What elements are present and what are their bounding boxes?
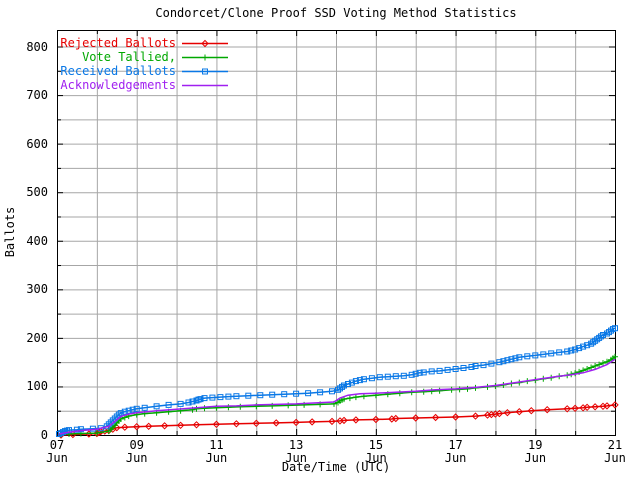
x-axis-label: Date/Time (UTC) — [281, 460, 391, 474]
x-tick-label: 13 Jun — [285, 438, 307, 465]
y-tick-label: 0 — [40, 428, 48, 442]
x-tick-label: 21 Jun — [604, 438, 626, 465]
x-tick-label: 17 Jun — [444, 438, 467, 465]
legend-label-2: Received Ballots — [60, 64, 176, 78]
y-tick-label: 700 — [26, 88, 48, 103]
y-tick-label: 800 — [26, 39, 48, 54]
x-tick-label: 07 Jun — [46, 438, 68, 465]
x-tick-label: 09 Jun — [125, 438, 148, 465]
y-tick-label: 300 — [26, 282, 48, 297]
y-tick-label: 600 — [26, 136, 48, 151]
y-tick-label: 500 — [26, 185, 48, 200]
series-vote-tallied — [58, 353, 618, 438]
y-tick-label: 200 — [26, 330, 48, 345]
y-tick-label: 400 — [26, 233, 48, 248]
series-acknowledgements — [58, 358, 616, 435]
legend-label-0: Rejected Ballots — [60, 36, 176, 50]
tick-marks — [57, 30, 616, 436]
x-tick-label: 19 Jun — [524, 438, 547, 465]
x-tick-label: 15 Jun — [365, 438, 387, 465]
legend-label-3: Acknowledgements — [60, 78, 176, 92]
legend-label-1: Vote Tallied, — [82, 50, 176, 64]
x-tick-label: 11 Jun — [205, 438, 228, 465]
chart-title: Condorcet/Clone Proof SSD Voting Method … — [155, 6, 517, 20]
y-tick-label: 100 — [26, 379, 48, 394]
series-received-ballots — [56, 325, 618, 437]
